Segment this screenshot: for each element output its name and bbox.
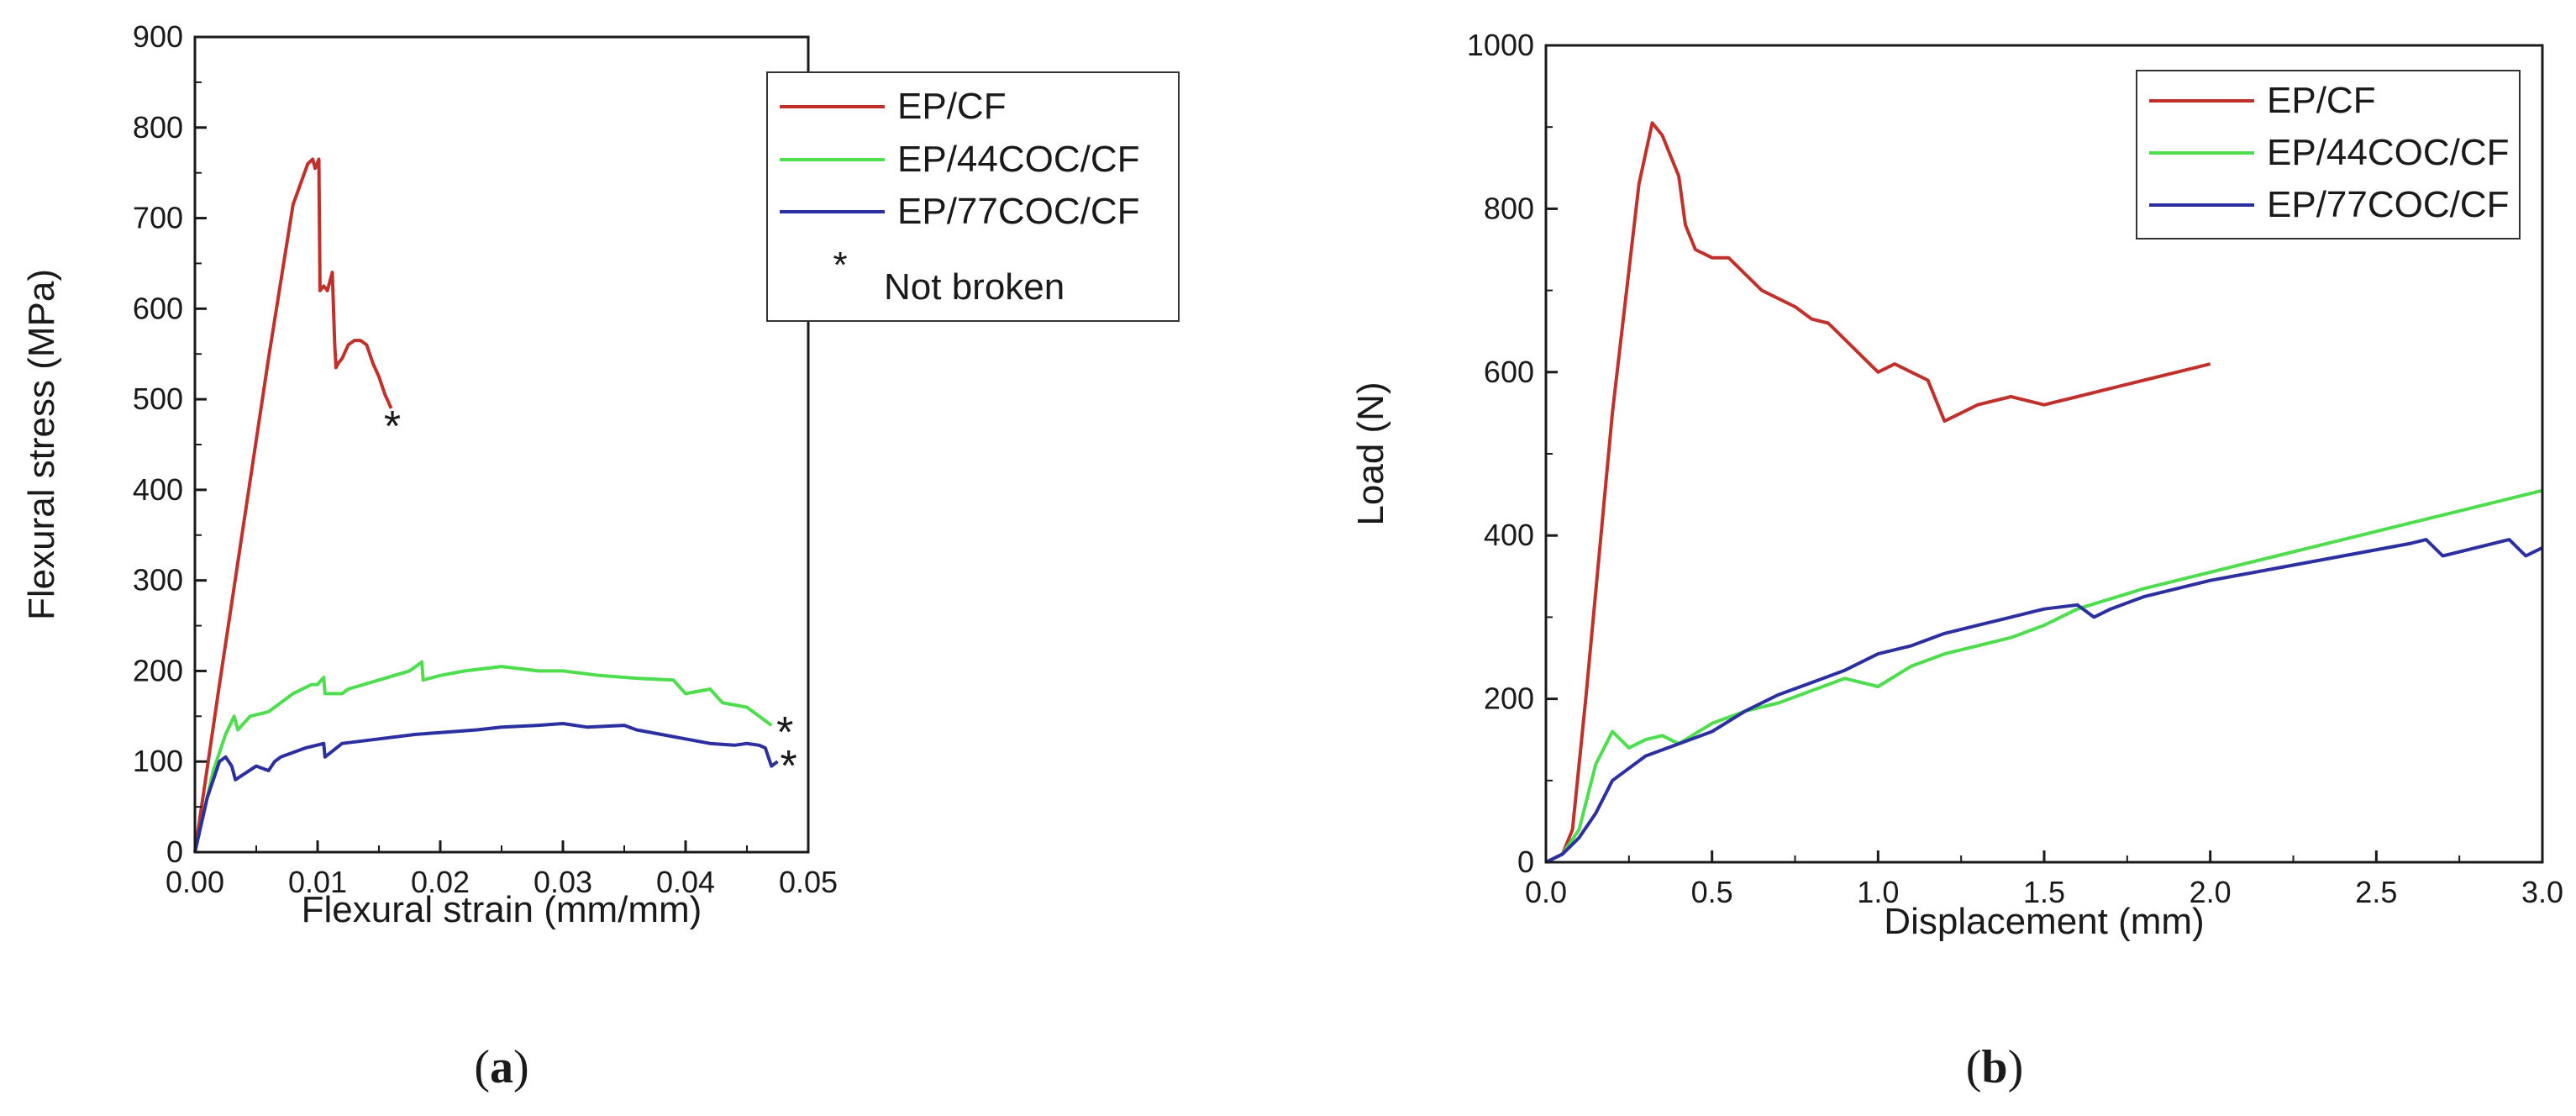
legend-asterisk-symbol: * (833, 245, 847, 286)
series-line-b-ep-cf (1545, 121, 2211, 864)
y-axis-label-a: Flexural stress (MPa) (21, 269, 62, 620)
x-tick-label-a: 0.05 (779, 865, 838, 899)
y-tick-label-b: 800 (1484, 191, 1534, 225)
y-tick-label-a: 200 (133, 653, 183, 687)
not-broken-marker: * (384, 403, 401, 451)
chart-panel-b: 0.0 0.5 1.0 1.5 2.0 2.5 3.0 0 200 400 600 800 1000 D… (1350, 28, 2563, 942)
x-tick-label-b: 1.0 (1857, 875, 1899, 909)
x-tick-label-b: 0.0 (1525, 875, 1567, 909)
series-line-a-ep-44coc-cf (193, 660, 773, 853)
y-axis-label-b: Load (N) (1350, 382, 1391, 525)
series-line-b-ep-77coc-cf (1545, 538, 2543, 864)
y-tick-label-a: 400 (133, 472, 183, 507)
caption-b-letter: b (1981, 1041, 2007, 1093)
tick-labels-group-b: 0.0 0.5 1.0 1.5 2.0 2.5 3.0 0 200 400 600 800 1000 (1467, 28, 2563, 909)
x-tick-label-b: 0.5 (1691, 875, 1733, 909)
plot-frame-a (193, 35, 810, 854)
y-tick-label-b: 200 (1484, 682, 1534, 716)
legend-a: EP/CF EP/44COC/CF EP/77COC/CF * Not brok… (766, 71, 1180, 322)
series-line-a-ep-77coc-cf (193, 722, 779, 853)
markers-group-a: *** (384, 403, 797, 791)
x-tick-label-a: 0.03 (534, 865, 592, 899)
not-broken-marker: * (781, 742, 797, 791)
y-tick-label-b: 0 (1517, 845, 1534, 879)
y-tick-label-a: 600 (133, 291, 183, 325)
x-tick-label-b: 2.0 (2190, 875, 2232, 909)
x-tick-label-a: 0.01 (288, 865, 347, 899)
tick-labels-group-a: 0.00 0.01 0.02 0.03 0.04 0.05 0 100 200 300 400 500… (133, 19, 838, 899)
legend-label-b-ep-44coc-cf: EP/44COC/CF (2267, 132, 2510, 173)
x-tick-label-b: 1.5 (2023, 875, 2065, 909)
chart-panel-a: 0.00 0.01 0.02 0.03 0.04 0.05 0 100 200 300 400 500… (21, 19, 1180, 930)
series-line-b-ep-44coc-cf (1545, 488, 2543, 864)
y-tick-label-a: 500 (133, 382, 183, 416)
legend-b: EP/CF EP/44COC/CF EP/77COC/CF (2136, 70, 2521, 240)
not-broken-marker: * (776, 708, 793, 757)
ticks-group-a (193, 35, 810, 854)
legend-label-not-broken: Not broken (884, 266, 1065, 308)
y-tick-label-b: 600 (1484, 355, 1534, 389)
x-axis-label-a: Flexural strain (mm/mm) (302, 889, 702, 930)
x-tick-label-a: 0.00 (166, 865, 224, 899)
y-tick-label-a: 800 (133, 110, 183, 145)
legend-label-a-ep-44coc-cf: EP/44COC/CF (897, 139, 1140, 180)
y-tick-label-b: 1000 (1467, 28, 1534, 62)
caption-b: (b) (1966, 1041, 2023, 1093)
x-tick-label-a: 0.02 (411, 865, 470, 899)
y-tick-label-b: 400 (1484, 518, 1534, 552)
y-tick-label-a: 100 (133, 744, 183, 778)
legend-label-a-ep-cf: EP/CF (897, 86, 1007, 127)
y-tick-label-a: 0 (166, 834, 183, 869)
legend-box-a (766, 71, 1180, 322)
legend-label-a-ep-77coc-cf: EP/77COC/CF (897, 191, 1140, 232)
x-axis-label-b: Displacement (mm) (1884, 901, 2204, 942)
series-group-b (1545, 121, 2543, 864)
y-tick-label-a: 900 (133, 19, 183, 54)
y-tick-label-a: 700 (133, 201, 183, 235)
caption-a-letter: a (490, 1041, 513, 1093)
series-line-a-ep-cf (193, 157, 393, 853)
x-tick-label-a: 0.04 (656, 865, 715, 899)
y-tick-label-a: 300 (133, 563, 183, 597)
x-tick-label-b: 2.5 (2355, 875, 2397, 909)
legend-label-b-ep-cf: EP/CF (2267, 80, 2376, 121)
caption-a: (a) (474, 1041, 528, 1093)
ticks-group-b (1544, 44, 2544, 864)
x-tick-label-b: 3.0 (2521, 875, 2563, 909)
legend-label-b-ep-77coc-cf: EP/77COC/CF (2267, 184, 2510, 225)
series-group-a (193, 157, 779, 853)
